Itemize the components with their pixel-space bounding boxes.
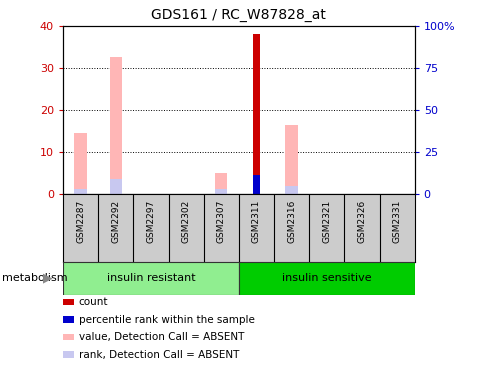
Bar: [75, 189, 87, 194]
Text: count: count: [78, 297, 108, 307]
Text: GSM2307: GSM2307: [216, 199, 226, 243]
Text: percentile rank within the sample: percentile rank within the sample: [78, 314, 254, 325]
Text: value, Detection Call = ABSENT: value, Detection Call = ABSENT: [78, 332, 243, 342]
Text: ▶: ▶: [43, 272, 52, 285]
Text: GSM2326: GSM2326: [357, 199, 366, 243]
Bar: [75, 133, 87, 194]
Text: GSM2331: GSM2331: [392, 199, 401, 243]
Bar: [238, 262, 414, 295]
Text: metabolism: metabolism: [2, 273, 68, 283]
Text: GSM2321: GSM2321: [321, 199, 331, 243]
Bar: [253, 34, 259, 194]
Text: GSM2292: GSM2292: [111, 199, 120, 243]
Bar: [215, 173, 227, 194]
Title: GDS161 / RC_W87828_at: GDS161 / RC_W87828_at: [151, 8, 326, 22]
Bar: [285, 124, 297, 194]
Text: insulin resistant: insulin resistant: [106, 273, 195, 283]
Bar: [215, 189, 227, 194]
Bar: [253, 175, 259, 194]
Text: GSM2311: GSM2311: [251, 199, 260, 243]
Text: GSM2287: GSM2287: [76, 199, 85, 243]
Bar: [285, 186, 297, 194]
Bar: [109, 57, 121, 194]
Bar: [63, 262, 238, 295]
Text: rank, Detection Call = ABSENT: rank, Detection Call = ABSENT: [78, 350, 239, 360]
Text: GSM2316: GSM2316: [287, 199, 296, 243]
Text: GSM2297: GSM2297: [146, 199, 155, 243]
Bar: [109, 179, 121, 194]
Text: GSM2302: GSM2302: [181, 199, 190, 243]
Text: insulin sensitive: insulin sensitive: [281, 273, 371, 283]
